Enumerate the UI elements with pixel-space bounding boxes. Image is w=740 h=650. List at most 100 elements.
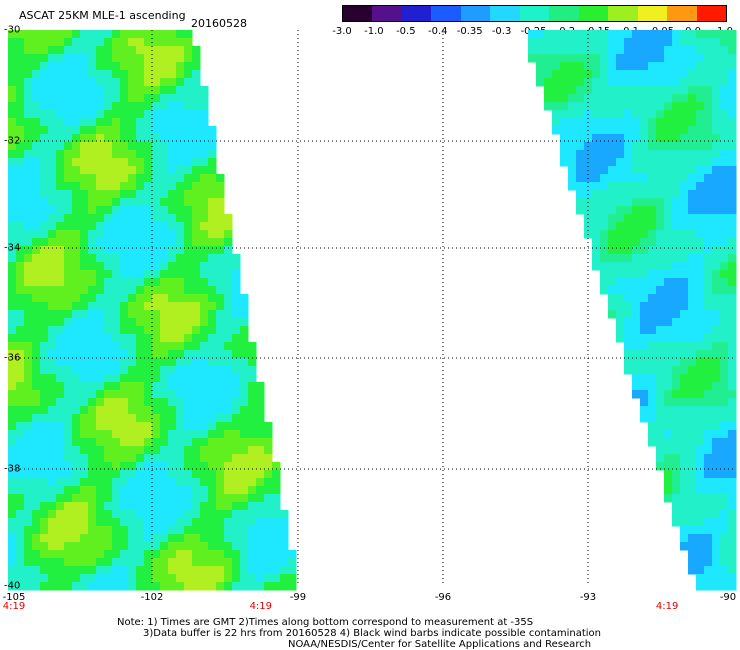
swath-cell [192,246,201,255]
swath-cell [24,102,33,111]
swath-cell [16,390,25,399]
swath-cell [88,246,97,255]
swath-cell [96,574,105,583]
swath-cell [664,238,673,247]
swath-cell [176,510,185,519]
swath-cell [624,350,633,359]
swath-cell [240,390,249,399]
swath-cell [200,462,209,471]
swath-cell [128,94,137,103]
swath-cell [224,366,233,375]
swath-cell [64,446,73,455]
swath-cell [128,238,137,247]
swath-cell [64,246,73,255]
swath-cell [592,174,601,183]
swath-cell [192,214,201,223]
swath-cell [240,398,249,407]
swath-cell [656,270,665,279]
swath-cell [80,390,89,399]
swath-cell [160,230,169,239]
colorbar [342,5,727,22]
swath-cell [208,134,217,143]
swath-cell [568,30,577,39]
swath-cell [656,78,665,87]
swath-cell [240,542,249,551]
swath-cell [24,238,33,247]
swath-cell [56,366,65,375]
swath-cell [16,470,25,479]
swath-cell [712,398,721,407]
swath-cell [40,230,49,239]
swath-cell [576,54,585,63]
swath-cell [72,30,81,39]
swath-cell [640,318,649,327]
swath-cell [656,310,665,319]
swath-cell [288,566,297,575]
swath-cell [600,110,609,119]
swath-cell [200,110,209,119]
swath-cell [240,334,249,343]
swath-cell [624,222,633,231]
swath-cell [608,286,617,295]
swath-cell [208,534,217,543]
swath-cell [200,102,209,111]
swath-cell [72,374,81,383]
swath-cell [688,454,697,463]
swath-cell [592,86,601,95]
swath-cell [64,382,73,391]
swath-cell [696,582,705,591]
swath-cell [88,518,97,527]
swath-cell [96,126,105,135]
swath-cell [104,302,113,311]
swath-cell [8,526,17,535]
swath-cell [48,286,57,295]
swath-cell [208,270,217,279]
swath-cell [56,54,65,63]
swath-cell [184,174,193,183]
swath-cell [720,558,729,567]
swath-cell [96,486,105,495]
swath-cell [728,502,737,511]
swath-cell [128,86,137,95]
swath-cell [600,166,609,175]
swath-cell [624,254,633,263]
swath-cell [664,166,673,175]
swath-cell [32,150,41,159]
swath-cell [192,334,201,343]
swath-cell [200,534,209,543]
swath-cell [672,326,681,335]
swath-cell [648,126,657,135]
swath-cell [48,542,57,551]
swath-cell [632,134,641,143]
swath-cell [208,238,217,247]
swath-cell [216,382,225,391]
swath-cell [24,438,33,447]
swath-cell [128,54,137,63]
swath-cell [120,470,129,479]
swath-cell [88,502,97,511]
swath-cell [624,286,633,295]
swath-cell [32,54,41,63]
swath-cell [728,318,737,327]
swath-cell [16,406,25,415]
swath-cell [704,278,713,287]
swath-cell [8,470,17,479]
swath-cell [72,190,81,199]
swath-cell [624,358,633,367]
swath-cell [32,198,41,207]
swath-cell [720,294,729,303]
swath-cell [704,542,713,551]
swath-cell [128,126,137,135]
swath-cell [16,118,25,127]
swath-cell [192,158,201,167]
swath-cell [624,214,633,223]
swath-cell [728,286,737,295]
swath-cell [608,78,617,87]
swath-cell [96,462,105,471]
swath-cell [128,358,137,367]
swath-cell [696,486,705,495]
swath-cell [24,382,33,391]
swath-cell [216,238,225,247]
swath-cell [88,238,97,247]
swath-cell [728,422,737,431]
